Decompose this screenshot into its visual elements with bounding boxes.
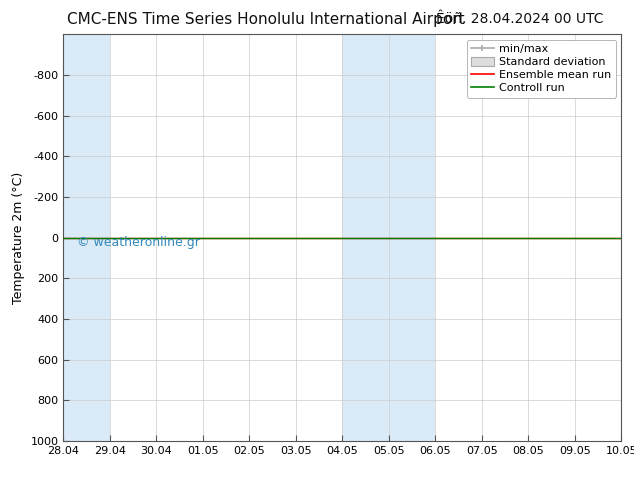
Text: Êöñ. 28.04.2024 00 UTC: Êöñ. 28.04.2024 00 UTC	[436, 12, 604, 26]
Bar	[63, 34, 110, 441]
Legend: min/max, Standard deviation, Ensemble mean run, Controll run: min/max, Standard deviation, Ensemble me…	[467, 40, 616, 98]
Y-axis label: Temperature 2m (°C): Temperature 2m (°C)	[12, 172, 25, 304]
Bar	[342, 34, 389, 441]
Bar	[389, 34, 436, 441]
Text: CMC-ENS Time Series Honolulu International Airport: CMC-ENS Time Series Honolulu Internation…	[67, 12, 465, 27]
Text: © weatheronline.gr: © weatheronline.gr	[77, 236, 200, 248]
